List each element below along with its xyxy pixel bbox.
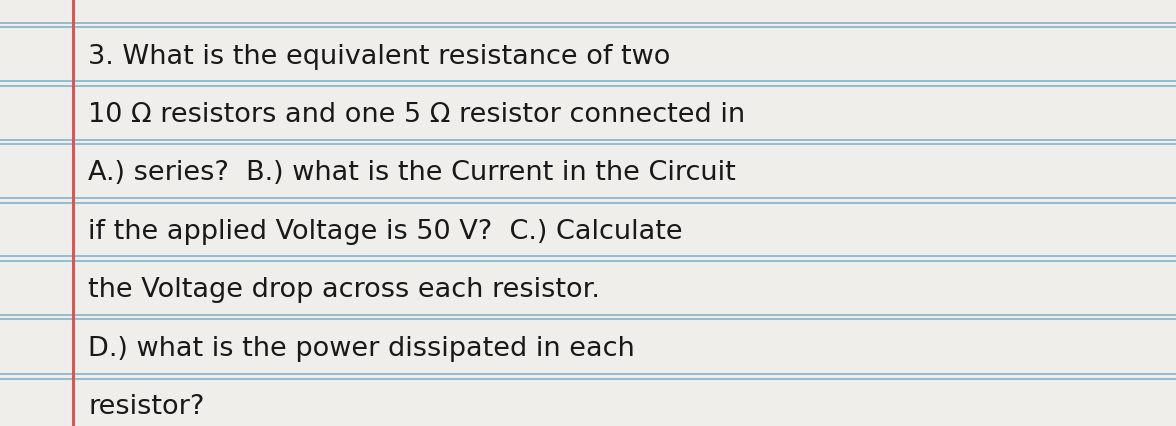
Text: the Voltage drop across each resistor.: the Voltage drop across each resistor. xyxy=(88,276,600,302)
Text: if the applied Voltage is 50 V?  C.) Calculate: if the applied Voltage is 50 V? C.) Calc… xyxy=(88,218,683,244)
Text: D.) what is the power dissipated in each: D.) what is the power dissipated in each xyxy=(88,335,635,361)
Text: A.) series?  B.) what is the Current in the Circuit: A.) series? B.) what is the Current in t… xyxy=(88,160,736,186)
Text: resistor?: resistor? xyxy=(88,393,205,419)
Text: 10 Ω resistors and one 5 Ω resistor connected in: 10 Ω resistors and one 5 Ω resistor conn… xyxy=(88,102,746,128)
Text: 3. What is the equivalent resistance of two: 3. What is the equivalent resistance of … xyxy=(88,43,670,69)
